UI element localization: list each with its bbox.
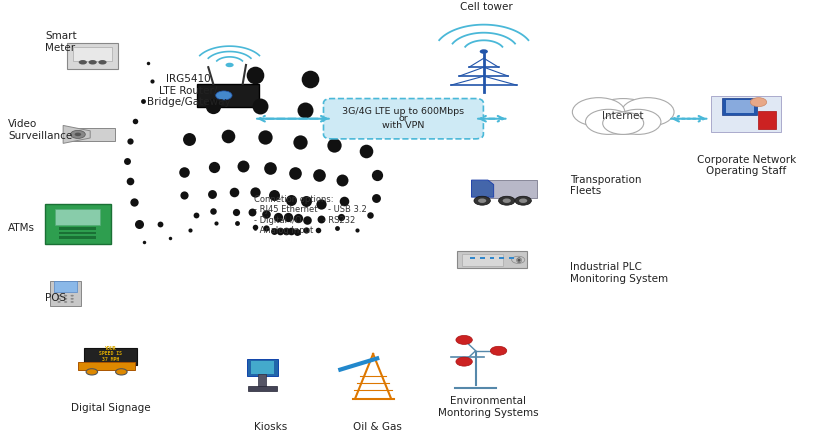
- Text: Cell tower: Cell tower: [459, 2, 512, 12]
- Bar: [757, 111, 775, 129]
- Text: Kiosks: Kiosks: [254, 422, 287, 432]
- Bar: [45, 204, 111, 244]
- Circle shape: [70, 301, 74, 303]
- Text: Corporate Network
Operating Staff: Corporate Network Operating Staff: [695, 155, 795, 176]
- Circle shape: [455, 336, 472, 345]
- Circle shape: [477, 198, 486, 203]
- Text: POS: POS: [45, 293, 66, 303]
- Circle shape: [215, 91, 232, 100]
- Bar: [461, 254, 502, 266]
- Bar: [479, 257, 484, 259]
- Circle shape: [572, 98, 624, 126]
- Circle shape: [64, 301, 67, 303]
- Circle shape: [57, 295, 61, 297]
- FancyBboxPatch shape: [323, 99, 482, 139]
- Text: Smart
Meter: Smart Meter: [45, 31, 77, 53]
- Circle shape: [64, 298, 67, 300]
- Circle shape: [511, 256, 524, 263]
- Circle shape: [70, 130, 85, 138]
- Circle shape: [98, 60, 106, 65]
- Text: IRG5410
LTE Router/
Bridge/Gateway: IRG5410 LTE Router/ Bridge/Gateway: [147, 74, 230, 107]
- Bar: [247, 359, 278, 376]
- Circle shape: [473, 196, 490, 205]
- Bar: [725, 100, 753, 113]
- Circle shape: [79, 60, 87, 65]
- Bar: [489, 257, 494, 259]
- Text: or: or: [398, 114, 408, 123]
- Polygon shape: [471, 180, 493, 197]
- Text: Environmental
Montoring Systems: Environmental Montoring Systems: [437, 396, 537, 418]
- Circle shape: [749, 98, 766, 107]
- Circle shape: [455, 357, 472, 366]
- Bar: [60, 236, 97, 239]
- Text: 3G/4G LTE up to 600Mbps: 3G/4G LTE up to 600Mbps: [342, 107, 464, 116]
- Circle shape: [621, 98, 673, 126]
- Circle shape: [75, 133, 81, 136]
- Text: Industrial PLC
Monitoring System: Industrial PLC Monitoring System: [569, 262, 667, 284]
- Text: Oil & Gas: Oil & Gas: [352, 422, 401, 432]
- Bar: [73, 47, 112, 61]
- Bar: [84, 348, 138, 365]
- Text: Internet: Internet: [602, 112, 643, 121]
- Bar: [70, 128, 115, 141]
- Bar: [60, 227, 97, 230]
- Circle shape: [88, 60, 97, 65]
- Circle shape: [70, 295, 74, 297]
- Circle shape: [57, 298, 61, 300]
- Circle shape: [86, 369, 97, 375]
- Text: Transporation
Fleets: Transporation Fleets: [569, 175, 640, 196]
- Circle shape: [115, 369, 127, 375]
- Bar: [499, 257, 504, 259]
- Circle shape: [614, 109, 660, 134]
- Bar: [78, 362, 135, 370]
- Circle shape: [479, 49, 487, 54]
- Text: Video
Surveillance: Video Surveillance: [8, 119, 72, 141]
- Circle shape: [225, 63, 233, 67]
- Bar: [247, 386, 277, 391]
- Bar: [67, 43, 118, 69]
- Bar: [54, 281, 77, 292]
- Bar: [60, 232, 97, 234]
- Text: ◉: ◉: [514, 257, 521, 263]
- Circle shape: [514, 196, 531, 205]
- Text: with VPN: with VPN: [382, 121, 424, 130]
- Bar: [56, 210, 101, 225]
- Circle shape: [490, 346, 506, 355]
- Circle shape: [498, 196, 514, 205]
- Circle shape: [70, 298, 74, 300]
- Text: ATMs: ATMs: [8, 224, 35, 233]
- Bar: [251, 361, 274, 374]
- Polygon shape: [63, 125, 90, 143]
- Circle shape: [590, 99, 655, 134]
- Bar: [258, 374, 266, 388]
- Bar: [197, 84, 259, 107]
- Bar: [50, 281, 81, 306]
- Bar: [457, 251, 526, 268]
- Bar: [711, 96, 780, 132]
- Bar: [487, 180, 536, 198]
- Text: YOUR
SPEED IS
37 MPH: YOUR SPEED IS 37 MPH: [99, 345, 122, 362]
- Bar: [722, 98, 756, 115]
- Circle shape: [518, 198, 527, 203]
- Circle shape: [602, 112, 643, 134]
- Bar: [509, 257, 514, 259]
- Text: Digital Signage: Digital Signage: [70, 403, 151, 413]
- Text: Connetion options:
- RJ45 Ethernet    - USB 3.2
- Digital I/O        - RS232
- A: Connetion options: - RJ45 Ethernet - USB…: [254, 195, 367, 235]
- Circle shape: [64, 295, 67, 297]
- Circle shape: [57, 301, 61, 303]
- Bar: [469, 257, 474, 259]
- Circle shape: [585, 109, 631, 134]
- Circle shape: [502, 198, 510, 203]
